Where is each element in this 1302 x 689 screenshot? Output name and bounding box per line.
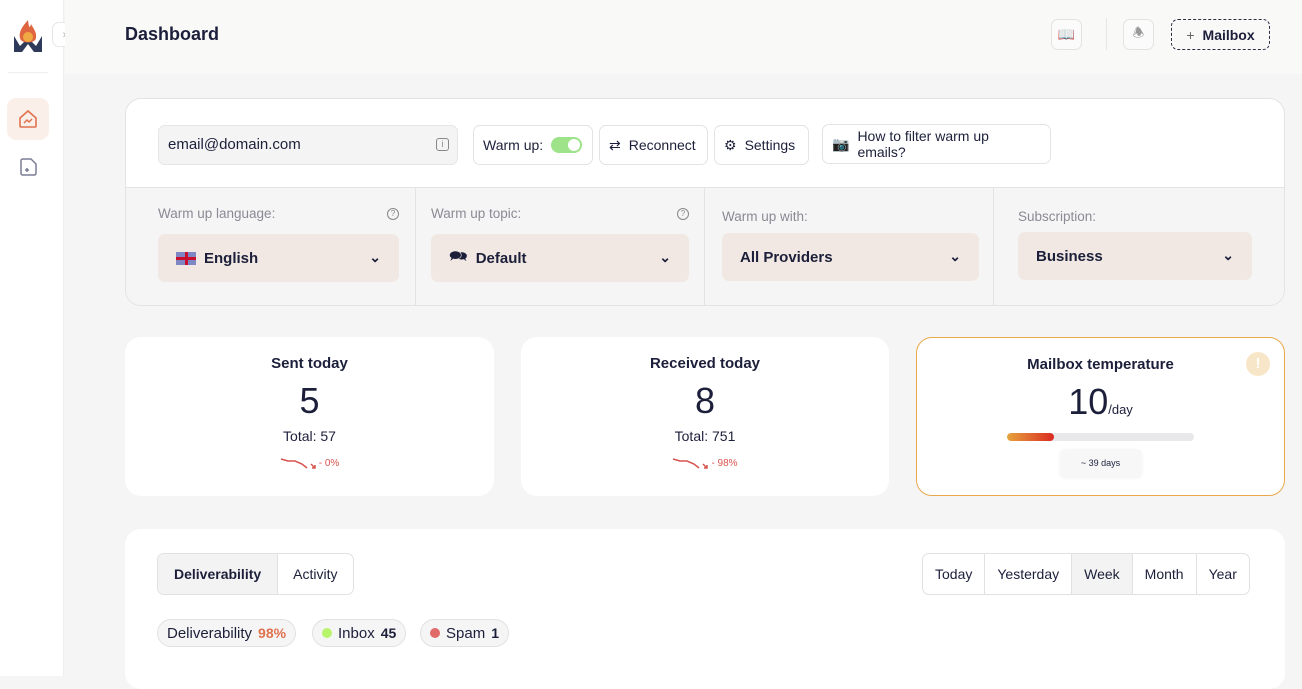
bell-icon: 🕭 bbox=[1133, 24, 1145, 46]
subscription-section: Subscription: Business ⌄ bbox=[994, 188, 1284, 306]
sidebar: › bbox=[0, 0, 64, 676]
range-month[interactable]: Month bbox=[1133, 554, 1197, 594]
spam-pill[interactable]: Spam 1 bbox=[420, 619, 509, 647]
header: Dashboard 📖 🕭 + Mailbox bbox=[65, 0, 1302, 74]
settings-button[interactable]: ⚙ Settings bbox=[714, 125, 809, 165]
card-title: Sent today bbox=[125, 355, 494, 372]
notifications-button[interactable]: 🕭 bbox=[1123, 19, 1154, 50]
tab-activity[interactable]: Activity bbox=[278, 554, 352, 594]
uk-flag-icon bbox=[176, 252, 196, 265]
received-value: 8 bbox=[521, 380, 889, 422]
sidebar-item-dashboard[interactable] bbox=[7, 98, 49, 140]
language-label: Warm up language: bbox=[158, 206, 275, 221]
add-mailbox-label: Mailbox bbox=[1203, 27, 1255, 43]
chevron-down-icon: ⌄ bbox=[949, 248, 961, 265]
note-plus-icon bbox=[17, 156, 39, 178]
topic-select[interactable]: 🗪 Default ⌄ bbox=[431, 234, 689, 282]
settings-label: Settings bbox=[745, 137, 796, 153]
language-section: Warm up language: ? English ⌄ bbox=[126, 188, 416, 306]
range-yesterday[interactable]: Yesterday bbox=[985, 554, 1072, 594]
warmup-label: Warm up: bbox=[483, 137, 543, 153]
warning-icon[interactable]: ! bbox=[1246, 352, 1270, 376]
pill-label: Deliverability bbox=[167, 625, 252, 642]
trend-down-icon bbox=[280, 456, 316, 470]
chevron-down-icon: ⌄ bbox=[369, 249, 381, 266]
range-today[interactable]: Today bbox=[923, 554, 985, 594]
reconnect-button[interactable]: ⇄ Reconnect bbox=[599, 125, 708, 165]
range-week[interactable]: Week bbox=[1072, 554, 1133, 594]
sent-today-card: Sent today 5 Total: 57 - 0% bbox=[125, 337, 494, 496]
subscription-select[interactable]: Business ⌄ bbox=[1018, 232, 1252, 280]
pill-value: 1 bbox=[491, 625, 499, 641]
divider bbox=[8, 72, 48, 73]
sent-total: Total: 57 bbox=[125, 428, 494, 444]
chevron-down-icon: ⌄ bbox=[1222, 247, 1234, 264]
temperature-value: 10 bbox=[1068, 381, 1108, 422]
subscription-value: Business bbox=[1036, 248, 1103, 265]
add-mailbox-button[interactable]: + Mailbox bbox=[1171, 19, 1270, 50]
inbox-dot-icon bbox=[322, 628, 332, 638]
email-value: email@domain.com bbox=[168, 136, 301, 153]
topic-section: Warm up topic: ? 🗪 Default ⌄ bbox=[416, 188, 705, 306]
sidebar-item-add[interactable] bbox=[7, 146, 49, 188]
temperature-progress bbox=[1007, 433, 1194, 441]
docs-button[interactable]: 📖 bbox=[1051, 19, 1082, 50]
sent-trend: - 0% bbox=[319, 458, 340, 469]
analytics-card: Deliverability Activity Today Yesterday … bbox=[125, 529, 1285, 689]
home-chart-icon bbox=[17, 108, 39, 130]
divider bbox=[1106, 18, 1107, 50]
pill-value: 45 bbox=[381, 625, 397, 641]
language-select[interactable]: English ⌄ bbox=[158, 234, 399, 282]
info-icon[interactable]: i bbox=[436, 138, 449, 151]
provider-value: All Providers bbox=[740, 249, 833, 266]
temperature-unit: /day bbox=[1108, 402, 1133, 417]
card-title: Mailbox temperature bbox=[917, 356, 1284, 373]
mailbox-temperature-card: ! Mailbox temperature 10/day ~ 39 days bbox=[916, 337, 1285, 496]
provider-label: Warm up with: bbox=[722, 209, 808, 224]
camera-icon: 📷 bbox=[832, 136, 849, 153]
filter-help-button[interactable]: 📷 How to filter warm up emails? bbox=[822, 124, 1051, 164]
refresh-icon: ⇄ bbox=[609, 137, 621, 154]
plus-icon: + bbox=[1186, 27, 1194, 43]
chat-icon: 🗪 bbox=[449, 246, 468, 271]
trend-down-icon bbox=[672, 456, 708, 470]
spam-dot-icon bbox=[430, 628, 440, 638]
pill-label: Inbox bbox=[338, 625, 375, 642]
help-icon[interactable]: ? bbox=[387, 208, 399, 220]
received-trend: - 98% bbox=[711, 458, 737, 469]
warmup-toggle[interactable]: Warm up: bbox=[473, 125, 593, 165]
tab-deliverability[interactable]: Deliverability bbox=[158, 554, 278, 594]
help-icon[interactable]: ? bbox=[677, 208, 689, 220]
inbox-pill[interactable]: Inbox 45 bbox=[312, 619, 406, 647]
temperature-progress-fill bbox=[1007, 433, 1054, 441]
subscription-label: Subscription: bbox=[1018, 209, 1096, 224]
mailbox-settings-card: email@domain.com i Warm up: ⇄ Reconnect ⚙ S… bbox=[125, 98, 1285, 306]
provider-section: Warm up with: All Providers ⌄ bbox=[705, 188, 994, 306]
pill-label: Spam bbox=[446, 625, 485, 642]
deliverability-pill: Deliverability 98% bbox=[157, 619, 296, 647]
topic-value: Default bbox=[476, 250, 527, 267]
received-today-card: Received today 8 Total: 751 - 98% bbox=[521, 337, 889, 496]
sent-value: 5 bbox=[125, 380, 494, 422]
range-selector: Today Yesterday Week Month Year bbox=[922, 553, 1250, 595]
reconnect-label: Reconnect bbox=[629, 137, 696, 153]
card-title: Received today bbox=[521, 355, 889, 372]
toggle-switch[interactable] bbox=[551, 137, 582, 153]
topic-label: Warm up topic: bbox=[431, 206, 521, 221]
range-year[interactable]: Year bbox=[1197, 554, 1249, 594]
received-total: Total: 751 bbox=[521, 428, 889, 444]
provider-select[interactable]: All Providers ⌄ bbox=[722, 233, 979, 281]
filter-help-label: How to filter warm up emails? bbox=[857, 128, 1041, 160]
logo-icon bbox=[11, 18, 45, 54]
pill-value: 98% bbox=[258, 625, 286, 641]
chevron-down-icon: ⌄ bbox=[659, 249, 671, 266]
language-value: English bbox=[204, 250, 258, 267]
gear-icon: ⚙ bbox=[724, 137, 737, 154]
page-title: Dashboard bbox=[125, 24, 219, 45]
book-icon: 📖 bbox=[1058, 26, 1075, 43]
email-field[interactable]: email@domain.com i bbox=[158, 125, 458, 165]
analytics-tabs: Deliverability Activity bbox=[157, 553, 354, 595]
days-remaining: ~ 39 days bbox=[1060, 449, 1142, 477]
